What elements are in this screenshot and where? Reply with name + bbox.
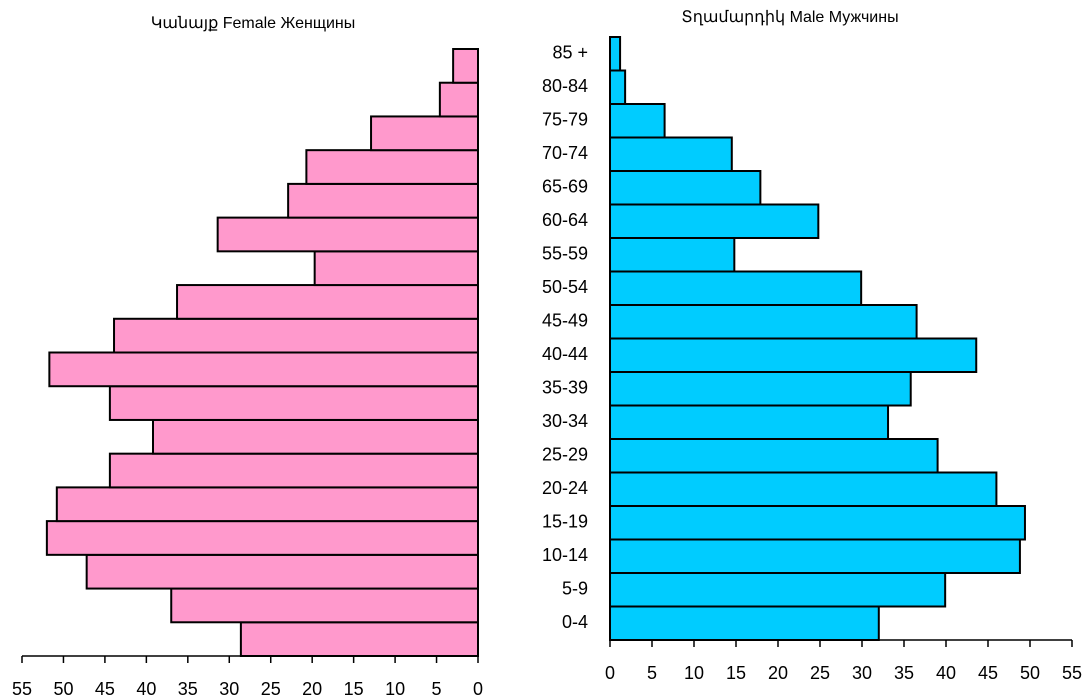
- bar: [176, 284, 479, 320]
- bar: [609, 270, 863, 306]
- bar: [45, 520, 479, 556]
- y-tick-label: 30-34: [542, 411, 588, 431]
- y-tick-label: 80-84: [542, 76, 588, 96]
- bar: [113, 317, 480, 354]
- bar: [452, 48, 479, 84]
- x-tick-label: 25: [810, 663, 830, 683]
- bar: [609, 237, 736, 273]
- x-tick-label: 5: [432, 679, 442, 699]
- bar: [609, 203, 820, 239]
- chart-title: Կանայք Female Женщины: [151, 15, 356, 32]
- bar: [287, 182, 479, 219]
- bar: [609, 404, 890, 440]
- x-tick-label: 50: [1020, 663, 1040, 683]
- y-tick-label: 35-39: [542, 378, 588, 398]
- x-tick-label: 30: [219, 679, 239, 699]
- bar: [609, 337, 978, 373]
- x-tick-label: 15: [344, 679, 364, 699]
- y-tick-label: 55-59: [542, 244, 588, 264]
- x-tick-label: 55: [12, 679, 32, 699]
- y-tick-label: 70-74: [542, 143, 588, 163]
- bar: [609, 605, 880, 641]
- y-tick-label: 10-14: [542, 545, 588, 565]
- bar: [438, 81, 479, 118]
- bar: [216, 216, 479, 253]
- y-tick-label: 15-19: [542, 512, 588, 532]
- bar: [48, 351, 480, 388]
- x-tick-label: 10: [684, 663, 704, 683]
- bar: [609, 170, 762, 206]
- bar: [609, 438, 939, 474]
- bar: [170, 587, 479, 624]
- x-tick-label: 50: [53, 679, 73, 699]
- x-tick-label: 0: [473, 679, 483, 699]
- y-tick-label: 5-9: [562, 579, 588, 599]
- y-tick-label: 25-29: [542, 445, 588, 465]
- x-tick-label: 5: [647, 663, 657, 683]
- x-tick-label: 20: [768, 663, 788, 683]
- x-tick-label: 55: [1062, 663, 1082, 683]
- y-tick-label: 65-69: [542, 177, 588, 197]
- y-tick-label: 45-49: [542, 311, 588, 331]
- bar: [609, 136, 733, 172]
- bar: [108, 385, 479, 421]
- x-tick-label: 40: [136, 679, 156, 699]
- x-tick-label: 40: [936, 663, 956, 683]
- bar: [108, 452, 479, 489]
- x-tick-label: 25: [261, 679, 281, 699]
- bar: [85, 553, 479, 590]
- y-tick-label: 50-54: [542, 277, 588, 297]
- x-tick-label: 45: [95, 679, 115, 699]
- bar: [609, 572, 947, 608]
- x-tick-label: 0: [605, 663, 615, 683]
- bar: [239, 621, 479, 657]
- bar: [609, 69, 627, 105]
- bar: [609, 304, 918, 340]
- x-tick-label: 15: [726, 663, 746, 683]
- bar: [609, 505, 1026, 541]
- y-tick-label: 60-64: [542, 210, 588, 230]
- x-tick-label: 35: [894, 663, 914, 683]
- x-tick-label: 20: [302, 679, 322, 699]
- y-tick-label: 85 +: [552, 43, 588, 63]
- bar: [609, 471, 998, 507]
- bar: [609, 36, 622, 72]
- y-tick-label: 75-79: [542, 110, 588, 130]
- x-tick-label: 45: [978, 663, 998, 683]
- x-tick-label: 30: [852, 663, 872, 683]
- x-tick-label: 35: [178, 679, 198, 699]
- bar: [609, 103, 666, 139]
- chart-title: Տղամարդիկ Male Мужчины: [681, 9, 898, 26]
- y-tick-label: 0-4: [562, 612, 588, 632]
- bar: [151, 418, 479, 455]
- bar: [609, 371, 912, 407]
- bar: [370, 115, 479, 152]
- bar: [55, 486, 480, 523]
- y-tick-label: 40-44: [542, 344, 588, 364]
- bar: [305, 149, 479, 185]
- bar: [609, 538, 1021, 574]
- x-tick-label: 10: [385, 679, 405, 699]
- y-tick-label: 20-24: [542, 478, 588, 498]
- bar: [313, 250, 479, 287]
